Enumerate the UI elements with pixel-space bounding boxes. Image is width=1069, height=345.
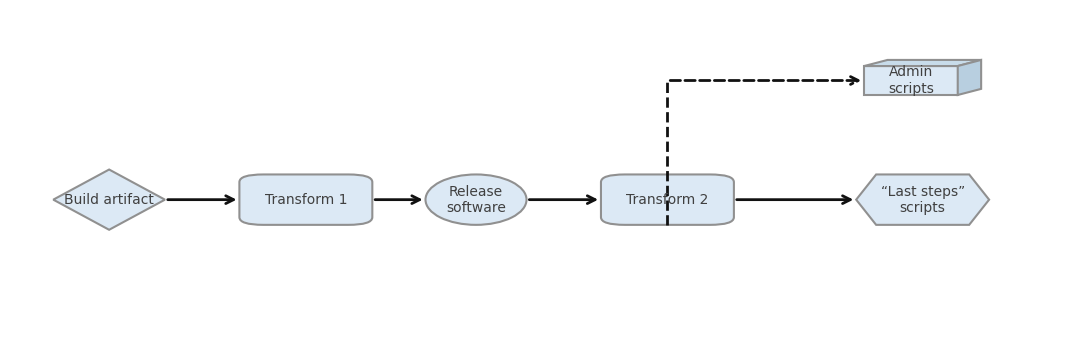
Polygon shape: [53, 169, 165, 230]
FancyBboxPatch shape: [239, 175, 372, 225]
Text: “Last steps”
scripts: “Last steps” scripts: [881, 185, 965, 215]
Polygon shape: [864, 60, 981, 66]
Text: Admin
scripts: Admin scripts: [888, 66, 934, 96]
Polygon shape: [958, 60, 981, 95]
Ellipse shape: [425, 175, 527, 225]
Polygon shape: [864, 66, 958, 95]
Text: Transform 1: Transform 1: [265, 193, 347, 207]
FancyBboxPatch shape: [601, 175, 734, 225]
Text: Transform 2: Transform 2: [626, 193, 709, 207]
Polygon shape: [856, 175, 989, 225]
Text: Build artifact: Build artifact: [64, 193, 154, 207]
Text: Release
software: Release software: [446, 185, 506, 215]
